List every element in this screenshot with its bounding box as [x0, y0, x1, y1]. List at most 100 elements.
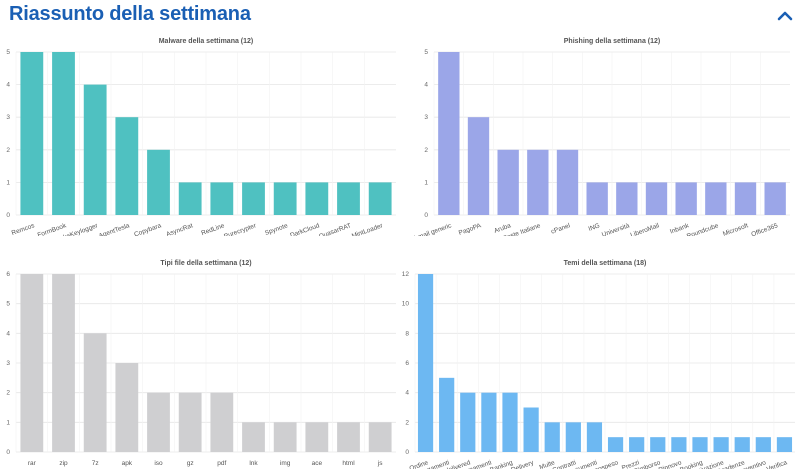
- chart-title: Phishing della settimana (12): [564, 38, 660, 45]
- x-tick-label: gz: [187, 460, 194, 467]
- x-tick-label: AsyncRat: [165, 222, 194, 236]
- bar: [337, 182, 360, 215]
- y-tick-label: 3: [6, 360, 10, 367]
- bar: [417, 274, 434, 452]
- x-tick-label: Pagamenti: [419, 459, 451, 469]
- y-tick-label: 4: [405, 390, 409, 397]
- bar: [755, 437, 771, 452]
- x-tick-label: Copybara: [133, 222, 162, 236]
- y-tick-label: 1: [424, 179, 428, 186]
- x-tick-label: AgentTesla: [98, 222, 131, 236]
- bar: [210, 392, 234, 452]
- y-tick-label: 1: [6, 179, 10, 186]
- y-tick-label: 1: [6, 419, 10, 426]
- bar: [692, 437, 708, 452]
- x-tick-label: ace: [312, 460, 323, 467]
- x-tick-label: Microsoft: [722, 222, 749, 236]
- x-tick-label: Università: [601, 222, 631, 236]
- page-title: Riassunto della settimana: [9, 3, 251, 25]
- bar: [734, 182, 757, 215]
- bar: [305, 422, 329, 452]
- bar: [586, 422, 603, 452]
- bar: [650, 437, 666, 452]
- x-tick-label: Office365: [750, 222, 779, 236]
- y-tick-label: 0: [6, 212, 10, 219]
- bar: [586, 182, 608, 215]
- y-tick-label: 2: [6, 147, 10, 154]
- y-tick-label: 0: [405, 449, 409, 456]
- bar: [52, 52, 75, 215]
- bar: [242, 182, 265, 215]
- bar: [502, 392, 518, 452]
- x-tick-label: Multe: [539, 459, 557, 469]
- chart-file-types: Tipi file della settimana (12) 0 1 2 3 4 5 6 rar…: [6, 260, 396, 467]
- y-tick-label: 10: [402, 301, 410, 308]
- x-tick-label: Scadenze: [716, 459, 746, 469]
- x-tick-label: Ordine: [409, 459, 430, 469]
- y-tick-label: 5: [6, 49, 10, 56]
- chart-title: Malware della settimana (12): [159, 38, 254, 45]
- x-tick-label: PagoPA: [458, 222, 483, 236]
- x-tick-label: Remcos: [11, 222, 36, 236]
- x-tick-label: zip: [59, 460, 68, 467]
- chart-malware: Malware della settimana (12) 0 1 2 3 4 5 Remcos…: [6, 38, 396, 236]
- bar: [671, 437, 687, 452]
- x-tick-label: Roundcube: [686, 222, 720, 236]
- y-tick-label: 4: [424, 82, 428, 89]
- bar: [52, 274, 75, 452]
- y-tick-label: 3: [6, 114, 10, 121]
- y-tick-label: 2: [424, 147, 428, 154]
- x-tick-label: img: [280, 460, 291, 467]
- bar: [178, 182, 202, 215]
- x-tick-label: Undelivered: [436, 459, 471, 469]
- bar: [337, 422, 360, 452]
- bar: [439, 377, 455, 452]
- bar: [523, 407, 539, 452]
- bar: [83, 84, 107, 215]
- bar: [115, 117, 139, 215]
- x-tick-label: pdf: [217, 460, 226, 467]
- bar: [616, 182, 638, 215]
- charts-area: Malware della settimana (12) 0 1 2 3 4 5 Remcos…: [0, 36, 800, 469]
- y-tick-label: 2: [405, 419, 409, 426]
- y-tick-label: 3: [424, 114, 428, 121]
- x-tick-label: iso: [154, 460, 163, 467]
- x-tick-label: Contratti: [552, 459, 577, 469]
- x-tick-label: 7z: [92, 460, 99, 467]
- bar: [467, 117, 490, 215]
- bar: [565, 422, 581, 452]
- bar: [764, 182, 786, 215]
- bar: [147, 392, 170, 452]
- y-tick-label: 6: [405, 360, 409, 367]
- bar: [481, 392, 497, 452]
- x-tick-label: Banking: [489, 459, 514, 469]
- x-tick-label: DarkCloud: [289, 222, 321, 236]
- x-tick-label: Documenti: [567, 459, 599, 469]
- x-tick-label: Rinnovo: [658, 459, 683, 469]
- bar: [368, 182, 392, 215]
- x-tick-label: rar: [28, 460, 37, 467]
- y-tick-label: 4: [6, 82, 10, 89]
- bar: [210, 182, 234, 215]
- bar: [178, 392, 202, 452]
- y-tick-label: 2: [6, 390, 10, 397]
- bar: [305, 182, 329, 215]
- bar: [368, 422, 392, 452]
- x-tick-label: Booking: [679, 459, 704, 469]
- bar: [460, 392, 476, 452]
- x-tick-label: Preventivo: [736, 459, 768, 469]
- bar: [734, 437, 750, 452]
- y-tick-label: 8: [405, 330, 409, 337]
- bar: [273, 422, 297, 452]
- bar: [20, 52, 44, 215]
- bar: [147, 149, 170, 215]
- chevron-up-icon[interactable]: [775, 6, 795, 26]
- x-tick-label: cPanel: [550, 222, 572, 236]
- y-tick-label: 4: [6, 330, 10, 337]
- bar: [242, 422, 265, 452]
- x-tick-label: Verifica: [766, 459, 789, 469]
- y-tick-label: 0: [6, 449, 10, 456]
- bar: [20, 274, 44, 452]
- y-tick-label: 5: [424, 49, 428, 56]
- x-tick-label: LiberoMail: [630, 222, 661, 236]
